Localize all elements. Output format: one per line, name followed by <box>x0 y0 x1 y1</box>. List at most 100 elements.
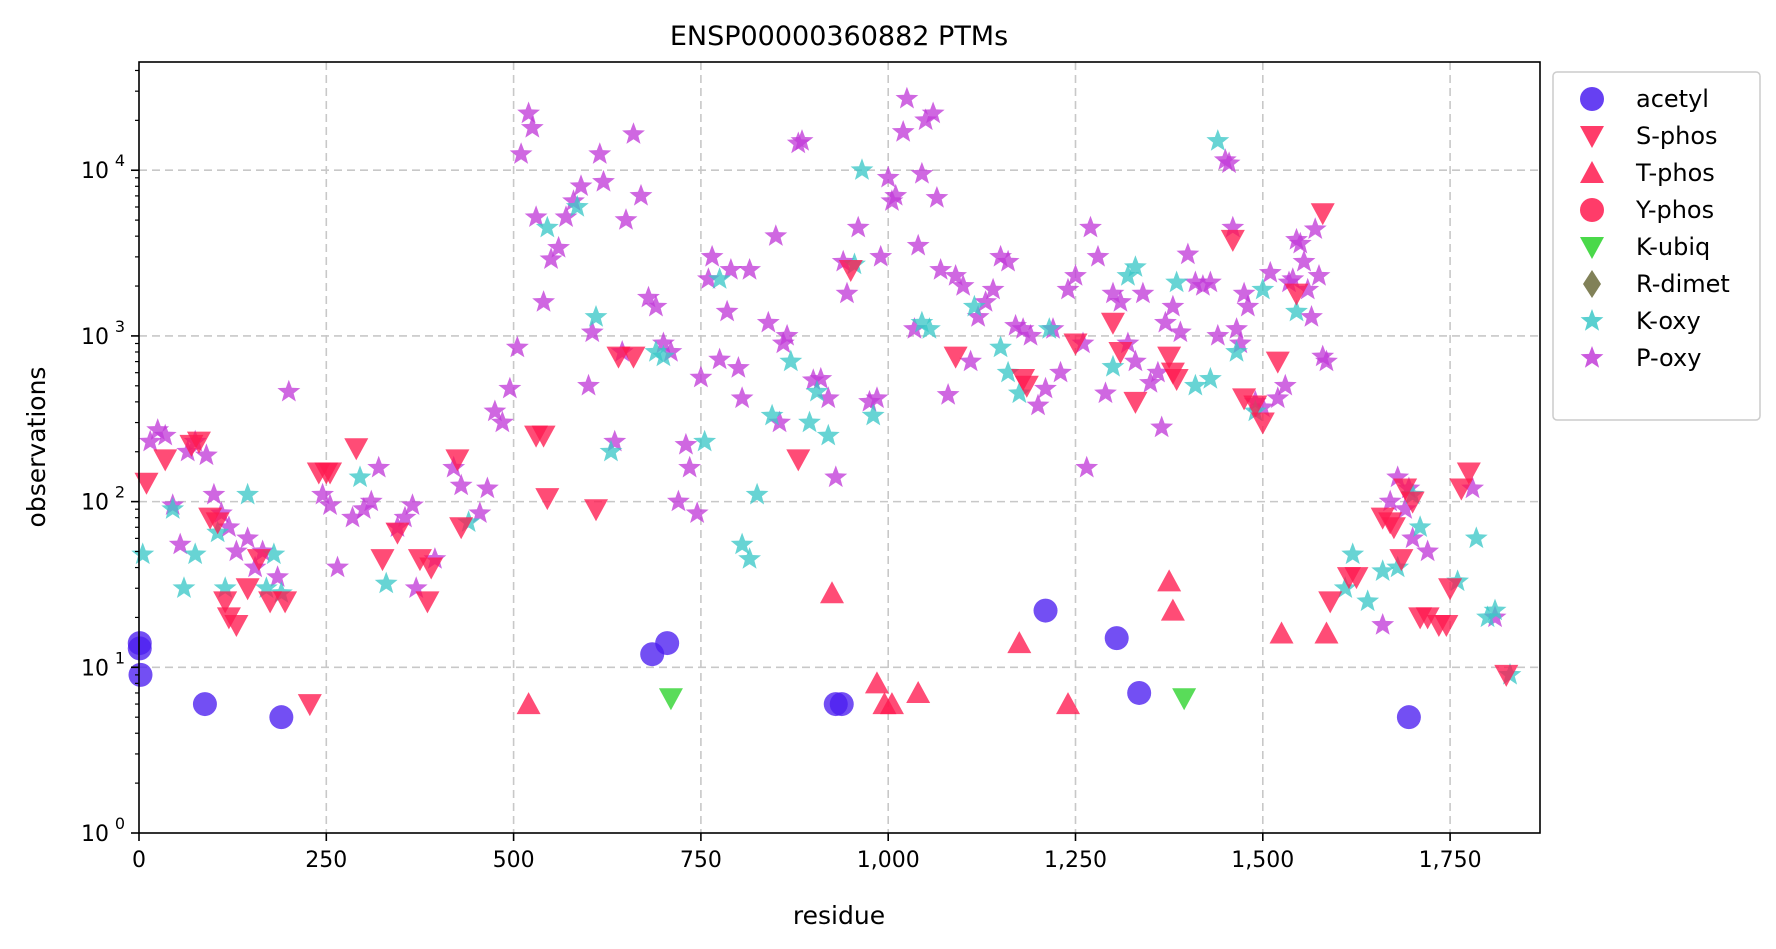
data-point-p-oxy <box>981 277 1005 300</box>
data-point-p-oxy <box>1288 231 1312 254</box>
data-point-p-oxy <box>906 233 930 256</box>
data-point-p-oxy <box>914 108 938 131</box>
data-point-p-oxy <box>637 285 660 308</box>
data-point-p-oxy <box>730 386 754 409</box>
legend-label: Y-phos <box>1635 196 1714 224</box>
data-point-p-oxy <box>517 101 540 124</box>
data-point-p-oxy <box>1378 489 1402 512</box>
legend-item-acetyl: acetyl <box>1580 85 1709 113</box>
data-point-p-oxy <box>768 410 791 433</box>
data-point-s-phos <box>786 449 811 472</box>
data-point-p-oxy <box>1150 415 1174 438</box>
data-point-k-oxy <box>1386 555 1410 578</box>
data-point-p-oxy <box>449 473 473 496</box>
data-point-t-phos <box>516 692 541 715</box>
legend-item-t-phos: T-phos <box>1580 159 1715 187</box>
data-point-s-phos <box>1243 395 1268 418</box>
data-point-p-oxy <box>202 482 226 505</box>
data-point-k-oxy <box>962 294 986 317</box>
y-tick-exponent: 4 <box>115 151 125 170</box>
legend-marker <box>1580 309 1604 331</box>
data-point-p-oxy <box>869 244 893 267</box>
data-point-p-oxy <box>708 347 731 370</box>
data-point-acetyl <box>829 692 854 717</box>
data-point-p-oxy <box>1034 376 1057 399</box>
data-point-k-oxy <box>850 158 874 180</box>
data-point-p-oxy <box>865 386 889 409</box>
data-point-s-phos <box>1063 333 1088 356</box>
data-point-k-oxy <box>1341 542 1365 565</box>
data-point-p-oxy <box>554 205 578 227</box>
data-point-p-oxy <box>738 258 761 280</box>
data-point-p-oxy <box>277 379 301 402</box>
data-point-p-oxy <box>644 294 668 317</box>
data-point-s-phos <box>445 449 470 472</box>
data-point-s-phos <box>186 431 211 454</box>
data-point-acetyl <box>1396 705 1421 730</box>
y-tick-exponent: 3 <box>115 317 125 336</box>
data-point-k-oxy <box>1037 317 1061 339</box>
data-point-s-phos <box>1100 312 1125 335</box>
data-point-s-phos <box>344 438 369 461</box>
data-point-p-oxy <box>700 244 724 267</box>
data-point-k-oxy <box>535 215 559 238</box>
x-tick-label: 1,750 <box>1419 848 1482 873</box>
data-point-t-phos <box>1160 598 1185 621</box>
data-point-p-oxy <box>539 247 563 269</box>
data-point-s-phos <box>838 259 863 282</box>
data-point-p-oxy <box>895 86 919 109</box>
data-point-p-oxy <box>176 439 200 462</box>
legend-label: P-oxy <box>1636 344 1701 372</box>
data-point-s-phos <box>621 346 646 369</box>
data-point-p-oxy <box>1064 264 1087 286</box>
data-point-k-oxy <box>1007 381 1031 404</box>
data-point-p-oxy <box>1236 294 1260 317</box>
data-point-k-oxy <box>1356 589 1380 612</box>
y-tick-exponent: 0 <box>115 814 125 833</box>
x-tick-label: 500 <box>493 848 535 873</box>
data-point-k-oxy <box>816 423 840 446</box>
data-point-s-phos <box>224 615 249 638</box>
data-point-p-oxy <box>1139 371 1162 393</box>
data-point-t-phos <box>864 671 889 694</box>
data-point-k-oxy <box>599 439 623 462</box>
data-point-p-oxy <box>674 432 698 455</box>
data-point-p-oxy <box>1198 270 1222 293</box>
legend-marker <box>1580 87 1604 111</box>
data-point-k-oxy <box>760 403 784 426</box>
data-point-k-oxy <box>989 335 1012 358</box>
data-point-p-oxy <box>1161 294 1185 317</box>
legend-label: K-ubiq <box>1636 233 1710 261</box>
data-point-p-oxy <box>1206 323 1230 346</box>
y-tick-label: 10 <box>81 822 109 847</box>
data-point-s-phos <box>449 517 474 540</box>
data-point-p-oxy <box>1221 215 1245 238</box>
data-point-s-phos <box>1250 412 1275 435</box>
data-point-s-phos <box>1157 346 1182 369</box>
data-point-s-phos <box>1344 567 1369 590</box>
data-point-p-oxy <box>367 455 391 478</box>
data-point-p-oxy <box>146 418 170 440</box>
data-point-acetyl <box>1127 680 1152 705</box>
legend-label: acetyl <box>1636 85 1709 113</box>
data-point-p-oxy <box>1094 381 1117 404</box>
x-tick-label: 1,500 <box>1231 848 1294 873</box>
data-point-k-oxy <box>738 547 761 569</box>
data-point-s-phos <box>1232 388 1257 411</box>
data-point-p-oxy <box>498 376 522 399</box>
data-point-p-oxy <box>891 120 915 142</box>
data-point-p-oxy <box>210 501 233 523</box>
x-tick-label: 1,250 <box>1044 848 1107 873</box>
data-point-p-oxy <box>1191 274 1215 296</box>
data-point-k-oxy <box>693 429 717 452</box>
data-point-p-oxy <box>951 274 975 296</box>
data-point-p-oxy <box>1292 249 1316 272</box>
data-point-p-oxy <box>910 161 934 184</box>
data-point-p-oxy <box>809 366 833 389</box>
legend-item-p-oxy: P-oxy <box>1580 344 1701 372</box>
data-point-p-oxy <box>153 423 177 446</box>
data-point-p-oxy <box>1217 151 1241 174</box>
data-point-k-oxy <box>1116 264 1140 286</box>
data-point-s-phos <box>943 346 968 369</box>
data-point-s-phos <box>153 449 178 472</box>
